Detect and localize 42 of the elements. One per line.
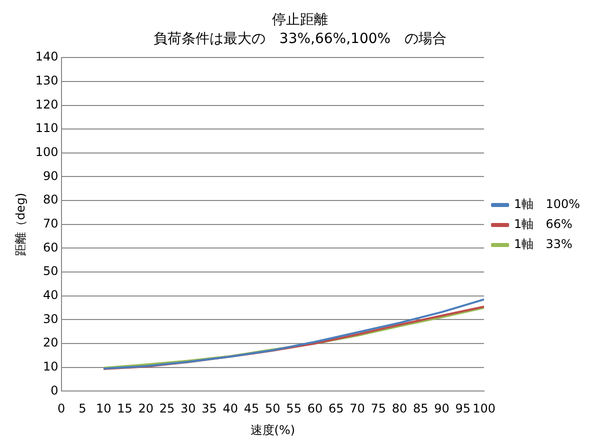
- x-tick-label: 15: [117, 402, 132, 416]
- y-tick-label: 100: [35, 145, 58, 160]
- y-tick-label: 140: [35, 50, 58, 64]
- y-tick-label: 60: [43, 240, 58, 254]
- y-tick-label: 50: [43, 264, 58, 278]
- y-tick-label: 20: [43, 336, 58, 350]
- y-tick-label: 90: [43, 168, 58, 183]
- x-tick-label: 90: [434, 402, 450, 416]
- x-tick-label: 70: [350, 402, 365, 416]
- x-tick-label: 65: [328, 402, 344, 416]
- x-tick-label: 5: [78, 402, 86, 416]
- y-tick-label: 70: [43, 216, 58, 231]
- x-tick-label: 55: [286, 402, 302, 416]
- y-tick-label: 110: [35, 121, 58, 136]
- x-tick-label: 50: [265, 402, 280, 416]
- chart-subtitle: 負荷条件は最大の 33%,66%,100% の場合: [153, 30, 447, 47]
- y-tick-label: 130: [35, 74, 58, 88]
- y-axis-title: 距離（deg): [13, 192, 28, 256]
- y-tick-label: 30: [43, 312, 58, 326]
- x-tick-label: 60: [307, 402, 323, 416]
- x-tick-label: 80: [392, 402, 408, 416]
- y-tick-label: 0: [50, 383, 58, 398]
- x-tick-label: 25: [159, 402, 175, 416]
- y-tick-label: 10: [43, 359, 58, 374]
- x-tick-label: 95: [455, 402, 471, 416]
- chart-title: 停止距離: [272, 12, 328, 28]
- x-tick-label: 40: [222, 402, 238, 416]
- y-tick-label: 80: [43, 192, 58, 207]
- x-tick-label: 75: [370, 402, 386, 416]
- legend-label: 1軸 66%: [514, 217, 572, 232]
- x-tick-label: 45: [244, 402, 260, 416]
- y-tick-label: 40: [43, 288, 58, 302]
- legend-label: 1軸 100%: [514, 197, 580, 212]
- x-tick-label: 20: [138, 402, 154, 416]
- x-tick-label: 85: [413, 402, 428, 416]
- x-tick-label: 30: [180, 402, 196, 416]
- x-tick-label: 35: [202, 402, 217, 416]
- x-tick-label: 100: [472, 402, 496, 416]
- x-tick-label: 10: [96, 402, 112, 416]
- y-tick-label: 120: [35, 97, 58, 112]
- legend-label: 1軸 33%: [514, 237, 572, 252]
- x-axis-title: 速度(%): [250, 422, 296, 437]
